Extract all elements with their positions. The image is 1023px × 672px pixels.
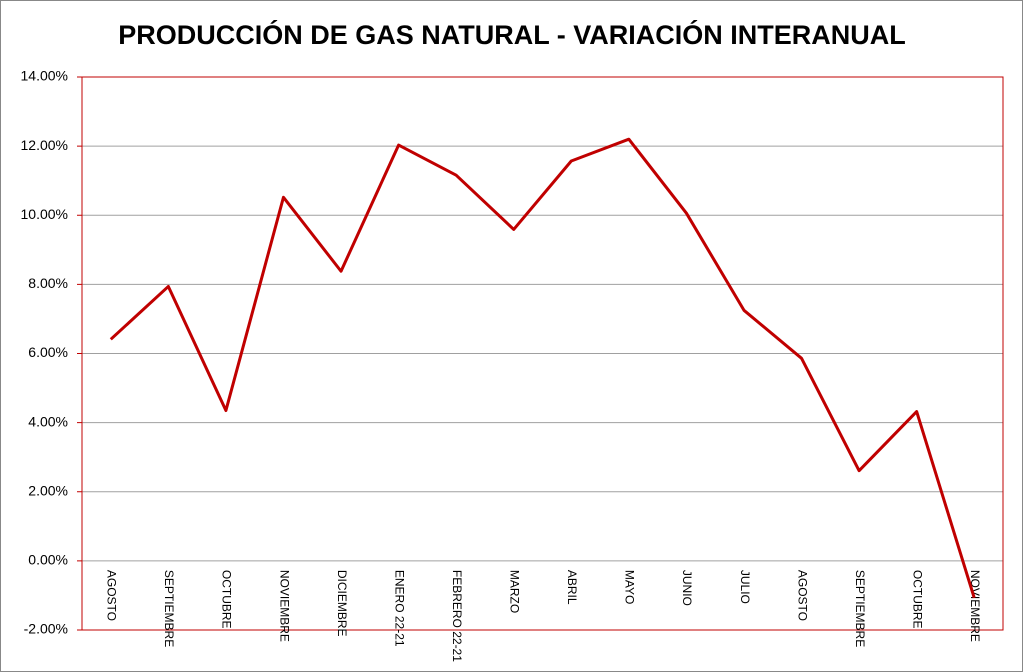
x-tick-label: JULIO	[738, 570, 752, 604]
x-tick-label: ENERO 22-21	[392, 570, 406, 647]
data-line	[109, 137, 976, 599]
y-tick-label: 2.00%	[28, 482, 68, 498]
y-tick-label: 10.00%	[21, 206, 68, 222]
y-tick-label: 0.00%	[28, 552, 68, 568]
y-tick-label: 14.00%	[21, 68, 68, 84]
x-tick-label: NOVIEMBRE	[277, 570, 291, 642]
x-tick-label: JUNIO	[680, 570, 694, 606]
y-tick-label: -2.00%	[24, 621, 68, 637]
x-tick-label: MAYO	[623, 570, 637, 604]
x-tick-label: ABRIL	[565, 570, 579, 605]
plot-border	[81, 76, 1004, 631]
x-tick-label: AGOSTO	[105, 570, 119, 621]
x-tick-label: AGOSTO	[795, 570, 809, 621]
x-tick-label: SEPTIEMBRE	[853, 570, 867, 647]
y-tick-label: 4.00%	[28, 413, 68, 429]
x-tick-label: OCTUBRE	[220, 570, 234, 629]
x-tick-label: MARZO	[508, 570, 522, 613]
y-tick-label: 12.00%	[21, 137, 68, 153]
chart-title: PRODUCCIÓN DE GAS NATURAL - VARIACIÓN IN…	[118, 19, 906, 50]
x-tick-label: FEBRERO 22-21	[450, 570, 464, 662]
y-tick-label: 8.00%	[28, 275, 68, 291]
x-tick-label: SEPTIEMBRE	[162, 570, 176, 647]
y-tick-label: 6.00%	[28, 344, 68, 360]
x-tick-label: OCTUBRE	[910, 570, 924, 629]
x-tick-label: DICIEMBRE	[335, 570, 349, 637]
